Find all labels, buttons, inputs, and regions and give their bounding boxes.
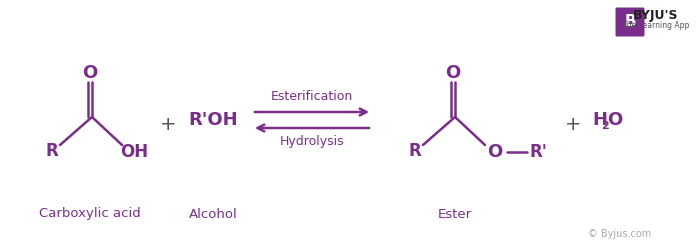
Text: Alcohol: Alcohol [188,207,237,220]
Text: Ester: Ester [438,207,472,220]
Text: O: O [487,143,503,161]
Text: R: R [409,142,421,160]
Text: B: B [624,15,636,30]
Text: OH: OH [120,143,148,161]
Text: R: R [46,142,58,160]
Text: +: + [160,114,176,134]
Text: The Learning App: The Learning App [622,21,690,30]
Text: BYJU'S: BYJU'S [634,9,679,23]
Text: 2: 2 [601,121,609,131]
Text: R'OH: R'OH [188,111,238,129]
Text: Hydrolysis: Hydrolysis [280,136,344,149]
Text: O: O [445,64,461,82]
Text: O: O [607,111,622,129]
Text: Carboxylic acid: Carboxylic acid [39,207,141,220]
Text: Esterification: Esterification [271,90,353,103]
Text: O: O [83,64,97,82]
Text: H: H [592,111,607,129]
Text: R': R' [529,143,547,161]
Text: +: + [565,114,581,134]
Text: © Byjus.com: © Byjus.com [589,229,652,239]
FancyBboxPatch shape [615,8,645,37]
